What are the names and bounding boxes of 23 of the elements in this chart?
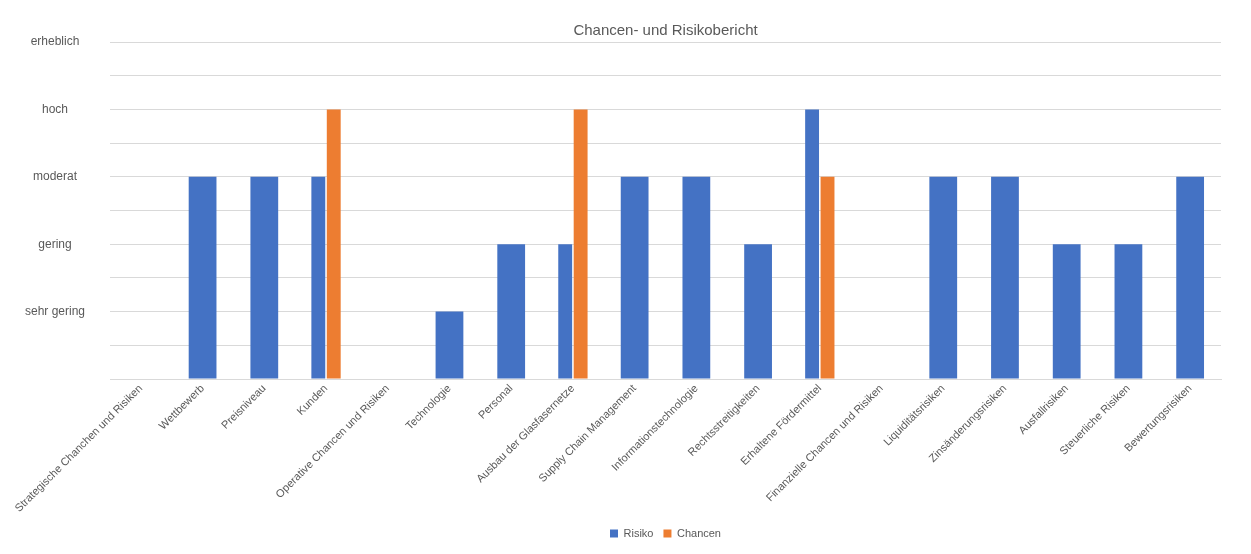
legend-label: Risiko [623,526,654,539]
text: sehr gering [24,303,86,318]
bar [620,176,649,379]
bar [1052,244,1081,379]
bar [250,176,279,379]
bar [929,176,958,379]
bar [326,109,341,379]
legend-label: Chancen [676,526,722,539]
bar [1114,244,1143,379]
text: gering [38,236,72,251]
text: hoch [41,101,69,116]
bar [188,176,217,379]
bar [744,244,772,379]
chart-title: Chancen- und Risikobericht [573,21,759,39]
bar [435,311,464,379]
text: moderat [32,169,78,184]
bar [991,176,1019,379]
bar [1176,176,1205,379]
text: erheblich [30,34,80,49]
bar [820,176,835,379]
bar [682,176,711,379]
bar [573,109,588,379]
bar [497,244,526,379]
